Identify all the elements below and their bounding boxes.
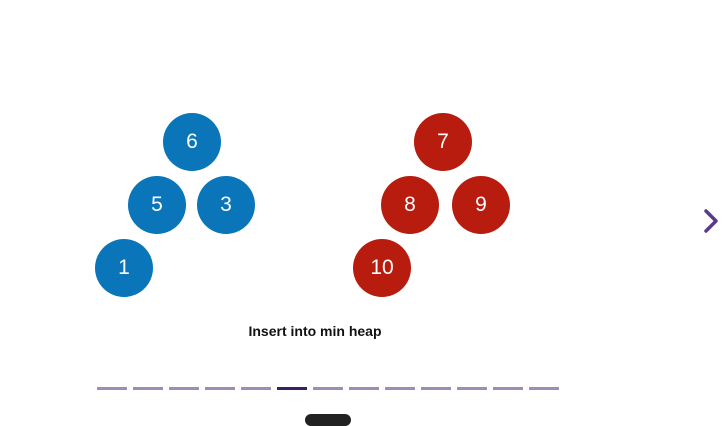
progress-step-10[interactable] <box>421 387 451 390</box>
heap-node: 10 <box>353 239 411 297</box>
progress-step-3[interactable] <box>169 387 199 390</box>
slide-progress-bar <box>97 387 559 391</box>
progress-step-4[interactable] <box>205 387 235 390</box>
progress-step-6[interactable] <box>277 387 307 390</box>
home-indicator <box>305 414 351 426</box>
heap-node: 8 <box>381 176 439 234</box>
progress-step-13[interactable] <box>529 387 559 390</box>
progress-step-12[interactable] <box>493 387 523 390</box>
heap-node: 5 <box>128 176 186 234</box>
next-slide-button[interactable] <box>696 204 726 238</box>
chevron-right-icon <box>704 209 718 233</box>
progress-step-2[interactable] <box>133 387 163 390</box>
slide-caption: Insert into min heap <box>248 323 382 339</box>
heap-node: 1 <box>95 239 153 297</box>
progress-step-8[interactable] <box>349 387 379 390</box>
progress-step-11[interactable] <box>457 387 487 390</box>
heap-node: 9 <box>452 176 510 234</box>
heap-node: 6 <box>163 113 221 171</box>
progress-step-7[interactable] <box>313 387 343 390</box>
heap-node: 3 <box>197 176 255 234</box>
progress-step-9[interactable] <box>385 387 415 390</box>
progress-step-5[interactable] <box>241 387 271 390</box>
heap-node: 7 <box>414 113 472 171</box>
progress-step-1[interactable] <box>97 387 127 390</box>
